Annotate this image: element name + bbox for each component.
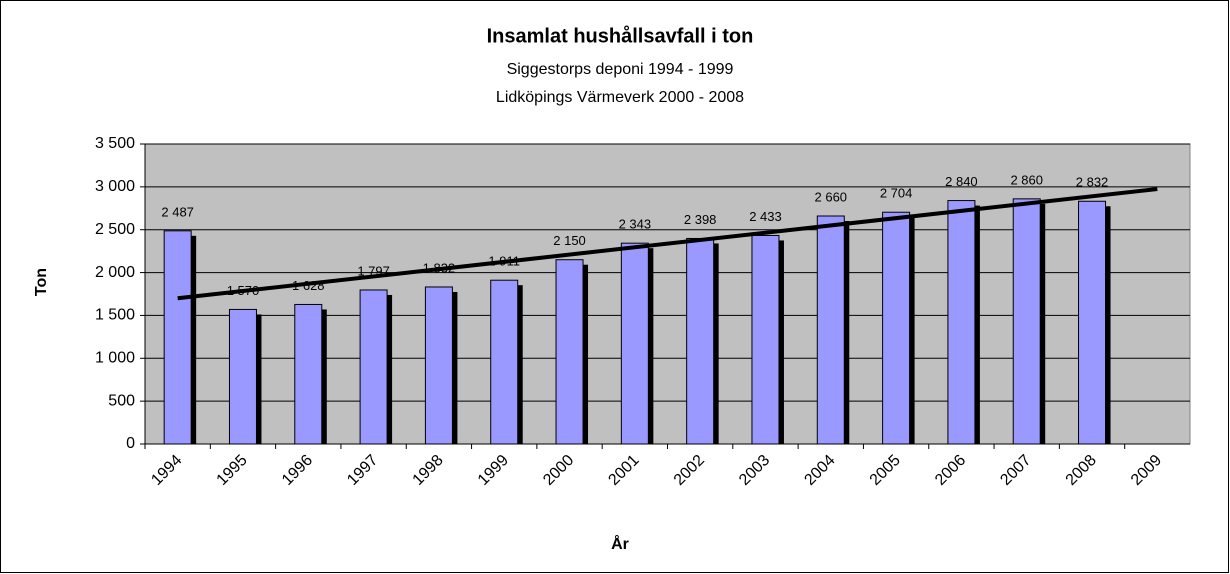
bar bbox=[490, 279, 519, 445]
y-tick-label: 1 500 bbox=[95, 307, 135, 324]
data-label: 2 704 bbox=[880, 186, 913, 201]
y-tick-label: 2 500 bbox=[95, 221, 135, 238]
data-label: 2 660 bbox=[815, 189, 848, 204]
bar bbox=[294, 303, 323, 445]
bar bbox=[163, 230, 192, 445]
y-tick-label: 2 000 bbox=[95, 264, 135, 281]
chart-subtitle: Lidköpings Värmeverk 2000 - 2008 bbox=[496, 89, 744, 106]
data-label: 2 343 bbox=[619, 217, 652, 232]
bar bbox=[1012, 198, 1041, 445]
bar bbox=[751, 234, 780, 445]
y-tick-label: 500 bbox=[108, 392, 135, 409]
bar bbox=[228, 308, 257, 445]
x-axis-title: År bbox=[611, 534, 629, 553]
y-tick-label: 3 500 bbox=[95, 135, 135, 152]
data-label: 2 860 bbox=[1010, 172, 1043, 187]
y-tick-label: 0 bbox=[126, 435, 135, 452]
trend-line bbox=[177, 187, 1158, 301]
bar bbox=[1078, 200, 1107, 445]
data-label: 2 840 bbox=[945, 174, 978, 189]
chart-title: Insamlat hushållsavfall i ton bbox=[487, 24, 754, 47]
bar bbox=[947, 200, 976, 445]
bar bbox=[620, 242, 649, 445]
bar bbox=[555, 259, 584, 445]
bar bbox=[882, 211, 911, 445]
bar bbox=[816, 215, 845, 445]
data-label: 2 832 bbox=[1076, 175, 1109, 190]
y-tick-label: 1 000 bbox=[95, 350, 135, 367]
chart-subtitle: Siggestorps deponi 1994 - 1999 bbox=[507, 61, 734, 78]
bar bbox=[359, 289, 388, 445]
data-label: 2 433 bbox=[749, 209, 782, 224]
data-label: 2 150 bbox=[553, 233, 586, 248]
data-label: 2 398 bbox=[684, 212, 717, 227]
data-label: 2 487 bbox=[161, 204, 194, 219]
y-tick-label: 3 000 bbox=[95, 178, 135, 195]
y-axis-title: Ton bbox=[33, 268, 50, 296]
bar bbox=[424, 286, 453, 445]
bar bbox=[686, 237, 715, 445]
